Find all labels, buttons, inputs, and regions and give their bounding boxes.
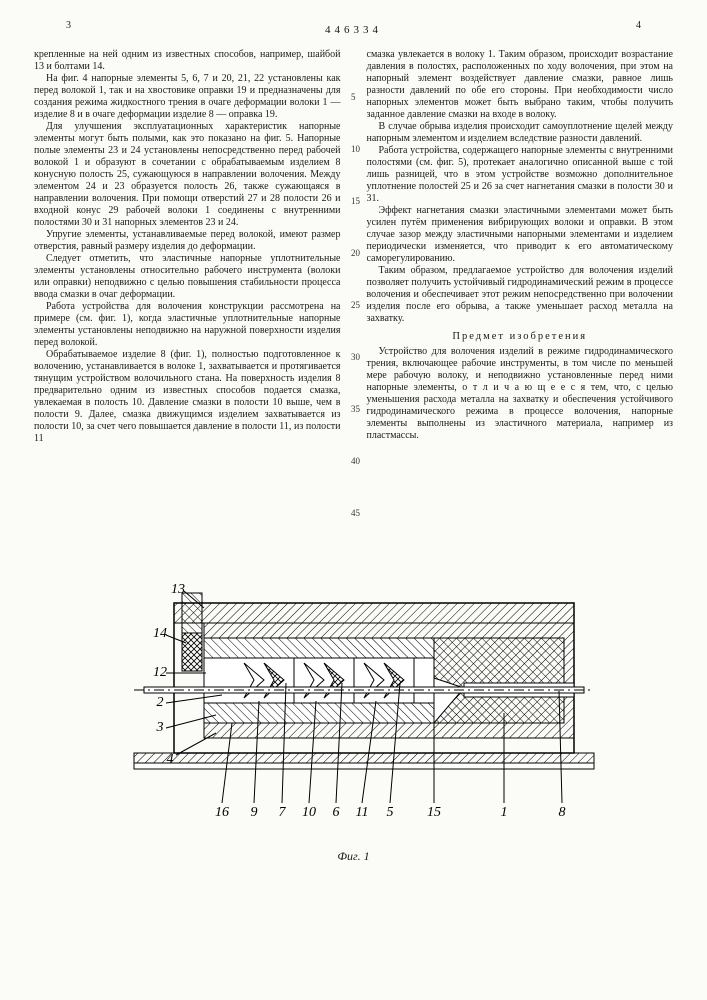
page-root: 3 4 446334 5 10 15 20 25 30 35 40 45 кре…	[0, 0, 707, 1000]
svg-text:4: 4	[166, 752, 173, 767]
svg-text:1: 1	[500, 805, 507, 820]
para: В случае обрыва изделия происходит самоу…	[367, 121, 674, 145]
para: Работа устройства, содержащего напорные …	[367, 145, 674, 205]
svg-text:10: 10	[302, 805, 316, 820]
para: На фиг. 4 напорные элементы 5, 6, 7 и 20…	[34, 73, 341, 121]
para: Для улучшения эксплуатационных характери…	[34, 121, 341, 229]
figure-svg: 13 14 12 2 3 4 16 9 7	[104, 583, 604, 843]
col-number-right: 4	[636, 20, 641, 32]
line-mark: 20	[351, 248, 365, 259]
svg-text:8: 8	[558, 805, 565, 820]
line-mark: 5	[351, 92, 365, 103]
line-mark: 10	[351, 144, 365, 155]
para: Таким образом, предлагаемое устройство д…	[367, 265, 674, 325]
figure-1: 13 14 12 2 3 4 16 9 7	[34, 583, 673, 863]
line-mark: 25	[351, 300, 365, 311]
para: Упругие элементы, устанавливаемые перед …	[34, 229, 341, 253]
line-mark: 30	[351, 352, 365, 363]
svg-text:16: 16	[215, 805, 229, 820]
para: крепленные на ней одним из известных спо…	[34, 49, 341, 73]
col-number-left: 3	[66, 20, 71, 32]
svg-text:12: 12	[153, 665, 167, 680]
svg-text:7: 7	[278, 805, 286, 820]
para: Эффект нагнетания смазки эластичными эле…	[367, 205, 674, 265]
line-mark: 40	[351, 456, 365, 467]
figure-caption: Фиг. 1	[34, 849, 673, 863]
line-mark: 15	[351, 196, 365, 207]
para: Следует отметить, что эластичные напорны…	[34, 253, 341, 301]
svg-text:13: 13	[171, 583, 185, 597]
patent-number: 446334	[34, 24, 673, 37]
svg-text:9: 9	[250, 805, 257, 820]
line-mark: 45	[351, 508, 365, 519]
line-mark: 35	[351, 404, 365, 415]
para: смазка увлекается в волоку 1. Таким обра…	[367, 49, 674, 121]
svg-text:11: 11	[355, 805, 368, 820]
para: Обрабатываемое изделие 8 (фиг. 1), полно…	[34, 349, 341, 445]
svg-text:2: 2	[156, 695, 163, 710]
svg-text:5: 5	[386, 805, 393, 820]
svg-text:6: 6	[332, 805, 339, 820]
svg-text:14: 14	[153, 626, 167, 641]
claim-text: Устройство для волочения изделий в режим…	[367, 346, 674, 442]
svg-text:3: 3	[155, 720, 163, 735]
subject-heading: Предмет изобретения	[367, 331, 674, 344]
svg-text:15: 15	[427, 805, 441, 820]
para: Работа устройства для волочения конструк…	[34, 301, 341, 349]
